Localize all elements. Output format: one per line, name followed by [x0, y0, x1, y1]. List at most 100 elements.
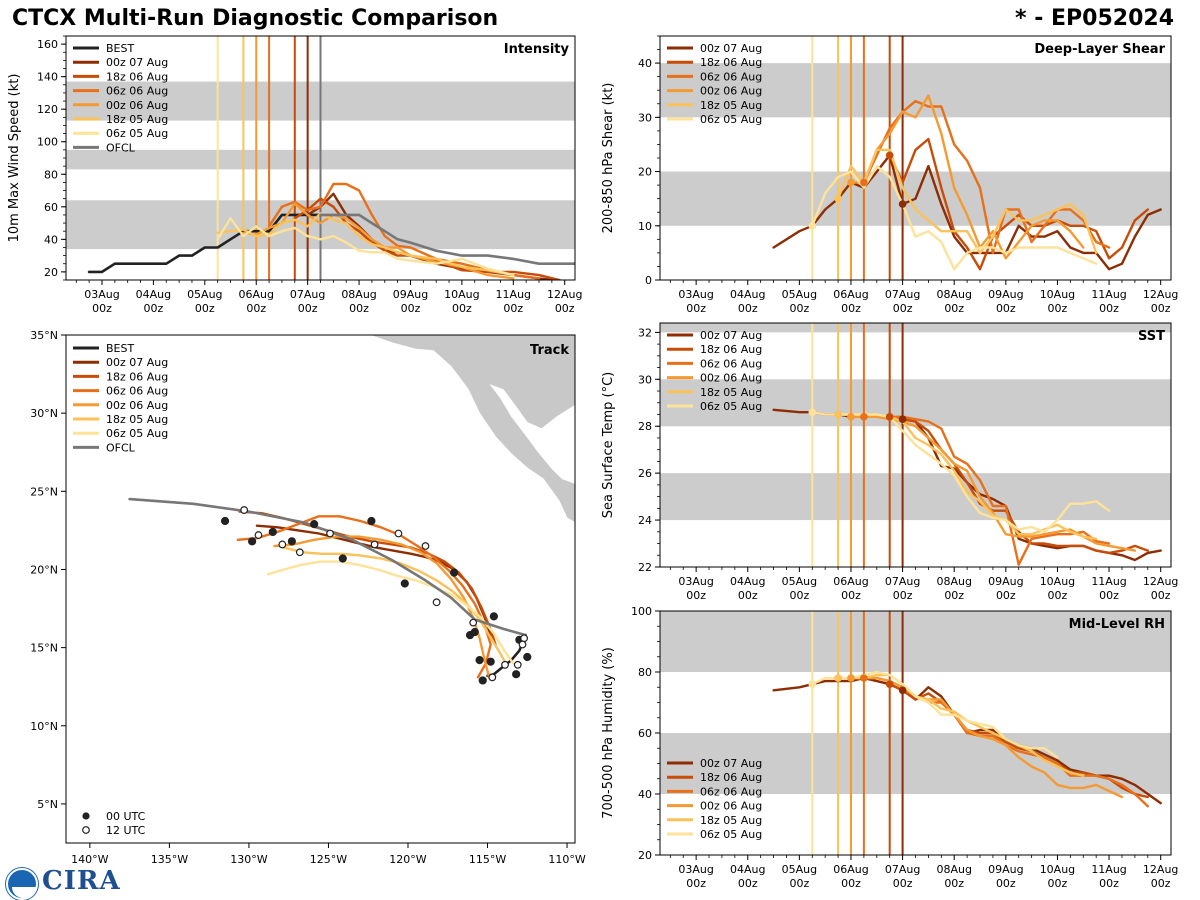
intensity-legend-label: BEST [106, 42, 134, 55]
shear-xtick-label-hour: 00z [789, 302, 809, 315]
intensity-ytick-label: 160 [37, 38, 58, 51]
sst-ytick-label: 22 [638, 561, 652, 574]
shear-legend-label: 18z 05 Aug [700, 99, 762, 112]
track-ytick-label: 5°N [37, 798, 58, 811]
sst-panel: 22242628303203Aug00z04Aug00z05Aug00z06Au… [601, 322, 1178, 602]
intensity-xtick-label-hour: 00z [246, 302, 266, 315]
sst-ytick-label: 28 [638, 420, 652, 433]
track-xtick-label: 110°W [548, 853, 585, 866]
track-point-00utc [268, 527, 277, 537]
shear-ylabel: 200-850 hPa Shear (kt) [601, 83, 616, 234]
sst-xtick-label-hour: 00z [944, 589, 964, 602]
rh-xtick-label: 05Aug [782, 863, 817, 876]
intensity-ylabel: 10m Max Wind Speed (kt) [7, 74, 22, 243]
intensity-xtick-label-hour: 00z [503, 302, 523, 315]
intensity-xtick-label-hour: 00z [195, 302, 215, 315]
rh-series-00z-06-aug [849, 676, 1124, 799]
intensity-ytick-label: 120 [37, 103, 58, 116]
track-panel: 140°W 135°W 130°W 125°W 120°W 115°W 110°W 5°N 10… [30, 329, 586, 866]
sst-xtick-label: 04Aug [730, 575, 765, 588]
shear-xtick-label-hour: 00z [841, 302, 861, 315]
track-xtick-label: 125°W [310, 853, 347, 866]
intensity-legend-label: 06z 06 Aug [106, 85, 168, 98]
intensity-xtick-label: 03Aug [84, 288, 119, 301]
sst-legend-label: 00z 07 Aug [700, 329, 762, 342]
shear-xtick-label-hour: 00z [1048, 302, 1068, 315]
intensity-legend-label: 06z 05 Aug [106, 127, 168, 140]
rh-xtick-label-hour: 00z [893, 877, 913, 890]
intensity-xtick-label-hour: 00z [92, 302, 112, 315]
intensity-xtick-label-hour: 00z [298, 302, 318, 315]
rh-xtick-label: 03Aug [678, 863, 713, 876]
shear-xtick-label: 12Aug [1143, 288, 1178, 301]
sst-xtick-label: 10Aug [1040, 575, 1075, 588]
shear-xtick-label-hour: 00z [996, 302, 1016, 315]
sst-xtick-label-hour: 00z [1048, 589, 1068, 602]
intensity-xtick-label: 06Aug [238, 288, 273, 301]
track-legend2-label: 12 UTC [106, 824, 146, 837]
track-legend-label: BEST [106, 342, 134, 355]
track-point-12utc [501, 660, 509, 669]
sst-xtick-label-hour: 00z [738, 589, 758, 602]
rh-legend-label: 18z 06 Aug [700, 771, 762, 784]
shear-band-1 [660, 63, 1171, 118]
cira-logo: CIRA [4, 866, 120, 900]
shear-xtick-label: 07Aug [885, 288, 920, 301]
intensity-series-06z-06-aug [267, 182, 541, 280]
track-point-00utc [287, 537, 296, 546]
intensity-ytick-label: 80 [44, 168, 58, 181]
rh-init-marker-3 [860, 674, 868, 682]
intensity-panel: 2040608010012014016003Aug00z04Aug00z05Au… [7, 35, 582, 315]
track-point-00utc [475, 656, 484, 665]
intensity-ytick-label: 60 [44, 201, 58, 214]
track-point-00utc [470, 627, 479, 637]
intensity-xtick-label: 10Aug [444, 288, 479, 301]
shear-ytick-label: 40 [638, 57, 652, 70]
track-point-00utc [523, 652, 532, 662]
rh-init-marker-1 [834, 674, 842, 682]
intensity-series-06z-05-aug [216, 216, 515, 277]
track-xtick-label: 135°W [151, 853, 188, 866]
shear-init-marker-3 [860, 178, 868, 187]
track-point-12utc [240, 506, 249, 514]
legend-00utc-marker [82, 812, 90, 820]
rh-xtick-label-hour: 00z [1048, 877, 1068, 890]
rh-series-18z-05-aug [836, 673, 1085, 777]
track-ytick-label: 35°N [30, 329, 58, 342]
intensity-title: Intensity [504, 42, 570, 57]
sst-xtick-label-hour: 00z [789, 589, 809, 602]
sst-xtick-label: 11Aug [1091, 575, 1126, 588]
track-ytick-label: 30°N [30, 407, 58, 420]
track-legend-label: 00z 06 Aug [106, 399, 168, 412]
rh-ylabel: 700-500 hPa Humidity (%) [601, 647, 616, 819]
shear-series-18z-06-aug [888, 137, 1150, 271]
track-ytick-label: 10°N [30, 720, 58, 733]
sst-xtick-label: 12Aug [1143, 575, 1178, 588]
track-point-00utc [478, 676, 487, 685]
track-point-12utc [254, 531, 263, 539]
track-inner [128, 335, 575, 685]
track-frame [65, 334, 576, 844]
sst-legend-label: 18z 05 Aug [700, 386, 762, 399]
track-ytick-label: 15°N [30, 642, 58, 655]
track-point-00utc [248, 537, 257, 546]
sst-legend-label: 06z 06 Aug [700, 357, 762, 370]
intensity-xtick-label: 12Aug [547, 288, 582, 301]
cira-logo-text: CIRA [42, 866, 121, 896]
sst-title: SST [1138, 329, 1165, 344]
track-legend-label: 00z 07 Aug [106, 356, 168, 369]
track-title: Track [530, 343, 569, 358]
shear-series-06z-05-aug [811, 164, 1098, 271]
sst-ytick-label: 30 [638, 373, 652, 386]
intensity-ytick-label: 140 [37, 71, 58, 84]
shear-init-marker-2 [847, 178, 855, 187]
rh-legend-label: 00z 06 Aug [700, 800, 762, 813]
track-series-ofcl [128, 497, 528, 637]
rh-init-marker-5 [898, 686, 907, 695]
rh-xtick-label: 06Aug [833, 863, 868, 876]
shear-title: Deep-Layer Shear [1034, 42, 1165, 57]
shear-legend-label: 06z 06 Aug [700, 70, 762, 83]
shear-legend-label: 18z 06 Aug [700, 56, 762, 69]
storm-id: * - EP052024 [1015, 6, 1174, 31]
track-point-12utc [520, 634, 528, 643]
